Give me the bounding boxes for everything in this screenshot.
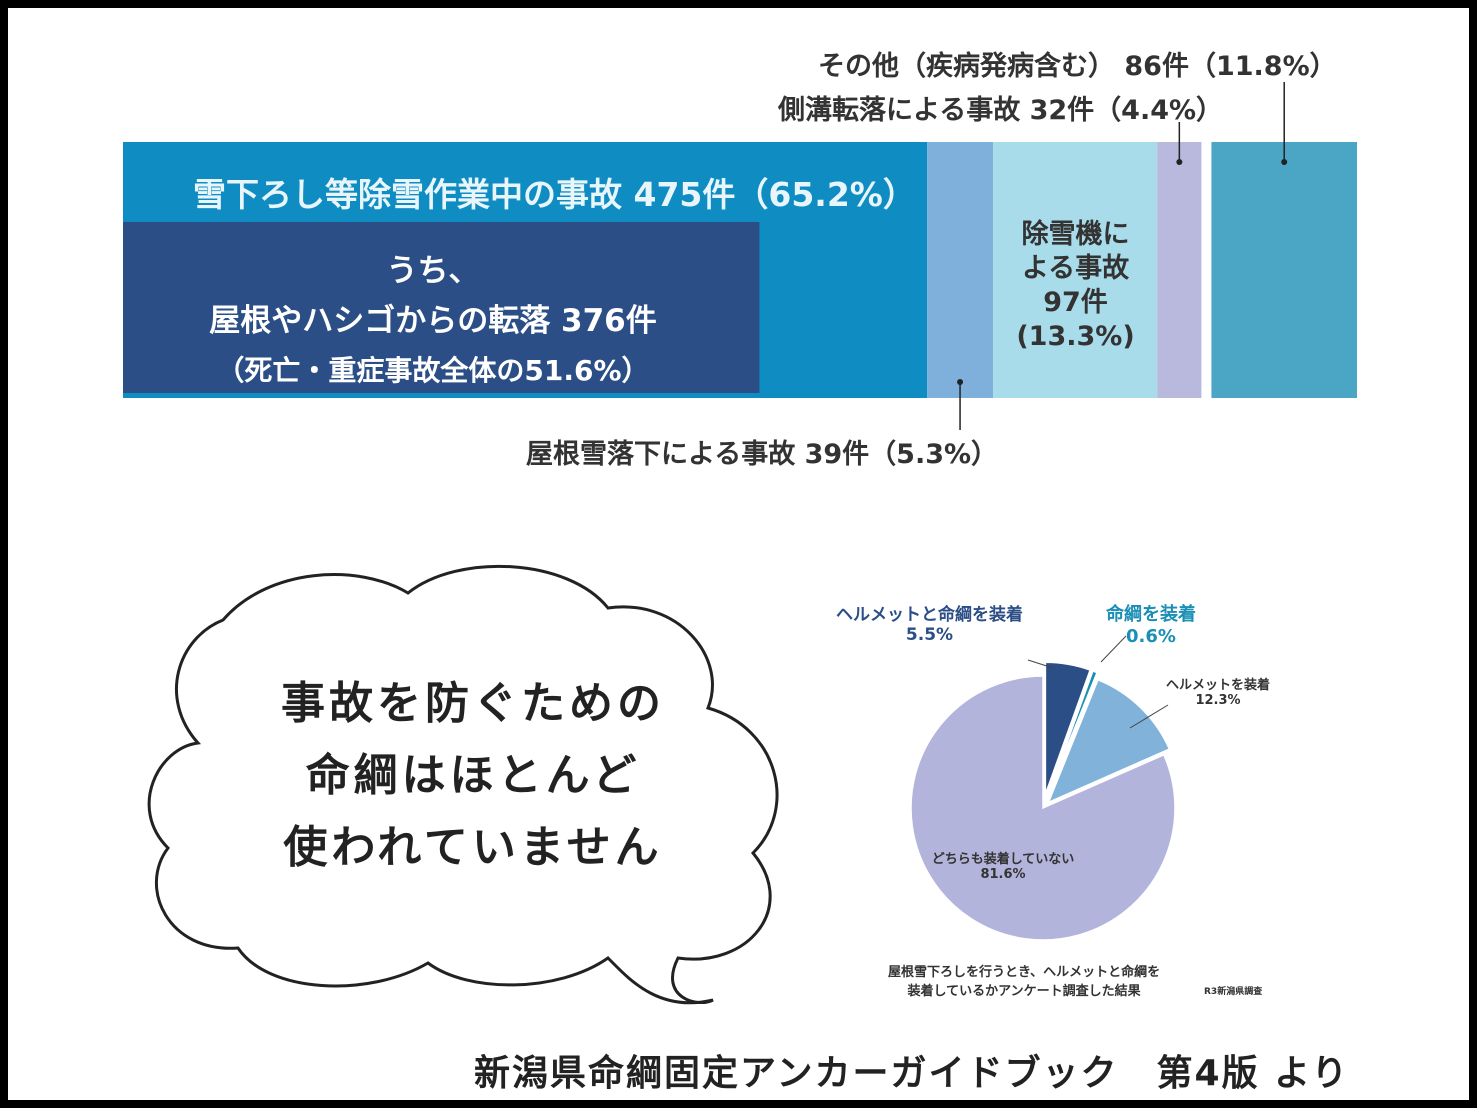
pie-label-value: 12.3%	[1195, 693, 1241, 708]
label-other: その他（疾病発病含む） 86件（11.8%）	[818, 51, 1337, 82]
machine-label-line: 97件	[1043, 287, 1108, 318]
pie-label-name: どちらも装着していない	[931, 852, 1075, 867]
page: その他（疾病発病含む） 86件（11.8%） 側溝転落による事故 32件（4.4…	[8, 8, 1469, 1100]
label-machine: 除雪機に よる事故 97件 (13.3%)	[993, 218, 1158, 354]
pie-label-helmet: ヘルメットを装着 12.3%	[1166, 674, 1270, 708]
leader-line	[1027, 659, 1054, 669]
pie-label-value: 81.6%	[980, 867, 1026, 882]
pie-label-value: 5.5%	[905, 625, 954, 645]
pie-slice	[1047, 669, 1099, 796]
pie-label-name: ヘルメットと命綱を装着	[836, 605, 1023, 625]
bar-subset-segment	[123, 222, 760, 393]
bar-segment	[1211, 142, 1357, 398]
pie-label-name: ヘルメットを装着	[1166, 678, 1271, 693]
bubble-text: 事故を防ぐための 命綱はほとんど 使われていません	[208, 668, 738, 884]
pie-caption: 屋根雪下ろしを行うとき、ヘルメットと命綱を 装着しているかアンケート調査した結果	[888, 963, 1160, 1001]
bar-segment	[1157, 142, 1202, 398]
subset-label: うち、 屋根やハシゴからの転落 376件 （死亡・重症事故全体の51.6%）	[123, 246, 743, 396]
pie-source: R3新潟県調査	[1204, 987, 1263, 997]
pie-caption-line: 屋根雪下ろしを行うとき、ヘルメットと命綱を	[888, 965, 1161, 980]
bar-segment	[927, 142, 994, 398]
pie-slice	[1047, 678, 1171, 804]
pie-label-value: 0.6%	[1126, 626, 1176, 647]
bar-segment	[993, 142, 1158, 398]
pie-slice	[1044, 661, 1092, 795]
leader-dot	[1176, 159, 1183, 165]
label-snow-removal: 雪下ろし等除雪作業中の事故 475件（65.2%）	[193, 175, 916, 214]
label-roof-snow: 屋根雪落下による事故 39件（5.3%）	[526, 439, 999, 470]
machine-label-line: 除雪機に	[1021, 219, 1130, 250]
label-ditch: 側溝転落による事故 32件（4.4%）	[778, 95, 1224, 126]
pie-caption-line: 装着しているかアンケート調査した結果	[907, 984, 1141, 999]
pie-label-name: 命綱を装着	[1106, 604, 1196, 625]
leader-dot	[957, 379, 964, 385]
stacked-bar-chart	[123, 82, 1357, 430]
machine-label-line: (13.3%)	[1016, 321, 1135, 352]
subset-label-line: 屋根やハシゴからの転落 376件	[209, 303, 657, 339]
pie-label-none: どちらも装着していない 81.6%	[928, 848, 1078, 882]
leader-line	[1129, 704, 1169, 729]
bubble-line: 事故を防ぐための	[281, 678, 665, 729]
pie-label-rope: 命綱を装着 0.6%	[1106, 600, 1196, 647]
bubble-line: 使われていません	[283, 822, 663, 873]
pie-label-both: ヘルメットと命綱を装着 5.5%	[836, 600, 1023, 645]
machine-label-line: よる事故	[1021, 253, 1130, 284]
subset-label-line: うち、	[386, 253, 480, 289]
pie-slice	[910, 675, 1176, 941]
footer-source: 新潟県命綱固定アンカーガイドブック 第4版 より	[474, 1053, 1350, 1094]
subset-label-line: （死亡・重症事故全体の51.6%）	[216, 354, 650, 387]
leader-dot	[1281, 159, 1288, 165]
bubble-line: 命綱はほとんど	[305, 750, 641, 801]
